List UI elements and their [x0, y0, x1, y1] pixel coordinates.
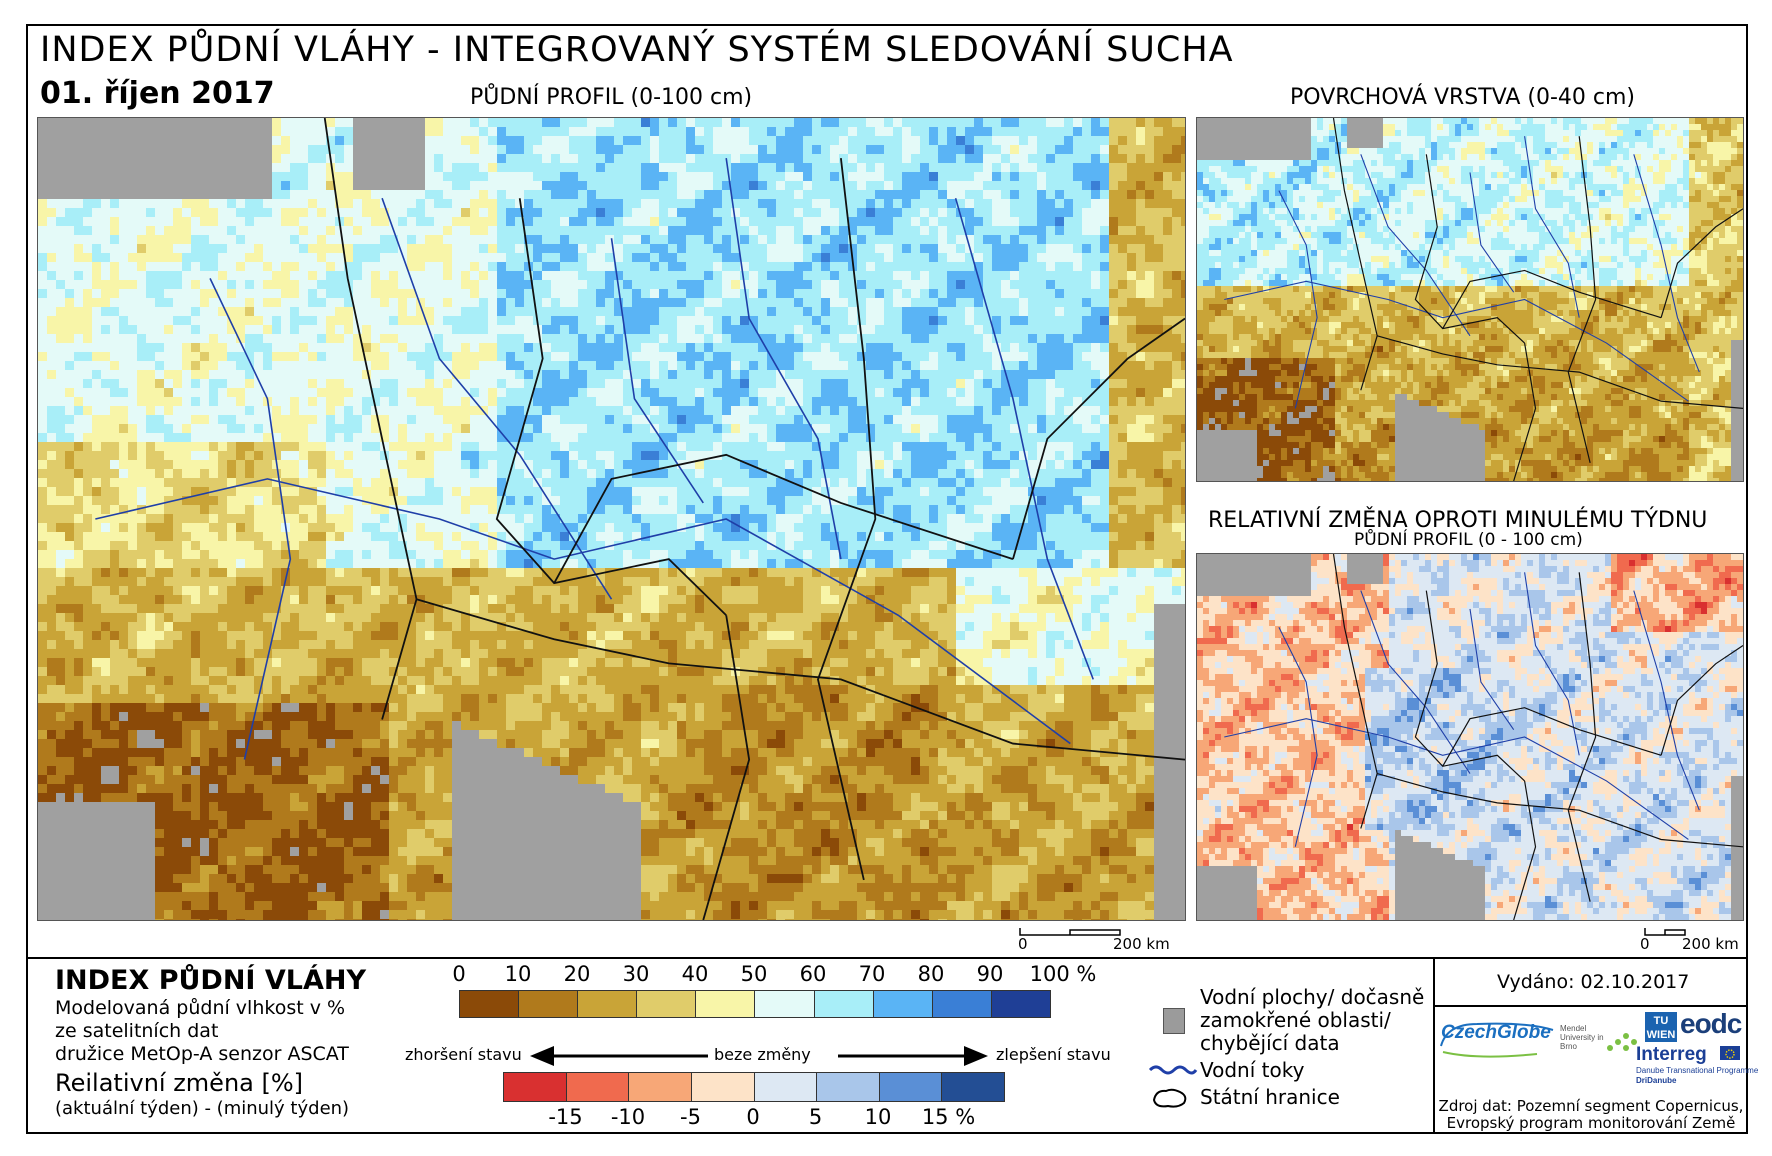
issued-divider: [1433, 1005, 1748, 1007]
change-tick: 5: [809, 1105, 822, 1129]
change-swatch: [754, 1073, 818, 1101]
index-swatch: [755, 991, 815, 1017]
water-label-1: Vodní plochy/ dočasně: [1200, 985, 1424, 1009]
index-swatch: [460, 991, 520, 1017]
worse-label: zhoršení stavu: [405, 1045, 522, 1064]
index-swatch: [637, 991, 697, 1017]
water-label-3: chybějící data: [1200, 1031, 1340, 1055]
index-tick: 90: [977, 962, 1004, 986]
index-tick: 20: [564, 962, 591, 986]
legend-desc-3: družice MetOp-A senzor ASCAT: [55, 1043, 349, 1065]
index-swatch: [696, 991, 756, 1017]
scale-bar: [1019, 928, 1121, 936]
index-swatch: [814, 991, 874, 1017]
change-scale-zero: 0: [1640, 935, 1650, 953]
surface-map-title: POVRCHOVÁ VRSTVA (0-40 cm): [1290, 85, 1635, 110]
czechglobe-swoosh-icon: [1440, 1022, 1554, 1058]
borders-label: Státní hranice: [1200, 1085, 1340, 1109]
index-tick: 10: [505, 962, 532, 986]
mendel-dots-icon: [1607, 1033, 1637, 1051]
info-divider: [1433, 957, 1435, 1134]
change-swatch: [817, 1073, 880, 1101]
legend-desc-1: Modelovaná půdní vlhkost v %: [55, 997, 345, 1019]
index-swatch: [519, 991, 579, 1017]
eodc-logo: eodc: [1680, 1008, 1742, 1040]
index-tick: 60: [800, 962, 827, 986]
change-map-title: RELATIVNÍ ZMĚNA OPROTI MINULÉMU TÝDNU: [1208, 508, 1707, 533]
index-tick: 80: [918, 962, 945, 986]
interreg-logo: Interreg: [1636, 1044, 1707, 1066]
change-scale-bar: [1644, 928, 1686, 936]
change-tick: 10: [865, 1105, 892, 1129]
legend-desc-2: ze satelitních dat: [55, 1020, 218, 1042]
change-swatch: [629, 1073, 692, 1101]
index-tick: 100 %: [1030, 962, 1097, 986]
index-swatch: [873, 991, 933, 1017]
dridanube-label: DriDanube: [1636, 1076, 1676, 1085]
index-swatch: [578, 991, 638, 1017]
change-swatch: [879, 1073, 943, 1101]
interreg-sub: Danube Transnational Programme: [1636, 1066, 1758, 1075]
index-swatch: [932, 991, 992, 1017]
change-swatch: [691, 1073, 755, 1101]
change-scale-label: 200 km: [1682, 935, 1739, 953]
index-colorbar: [459, 990, 1051, 1018]
change-tick: -5: [680, 1105, 701, 1129]
surface-layer-map: [1196, 117, 1744, 482]
worse-arrow: [530, 1046, 708, 1066]
change-tick: -15: [548, 1105, 582, 1129]
soil-profile-map: [37, 117, 1186, 921]
index-tick: 70: [859, 962, 886, 986]
index-swatch: [991, 991, 1050, 1017]
water-swatch: [1163, 1008, 1185, 1034]
scale-label: 200 km: [1113, 935, 1170, 953]
eu-flag-icon: [1720, 1046, 1740, 1060]
change-legend-title: Reilativní změna [%]: [55, 1069, 303, 1097]
change-tick: 15 %: [922, 1105, 975, 1129]
index-tick: 40: [682, 962, 709, 986]
page-title: INDEX PŮDNÍ VLÁHY - INTEGROVANÝ SYSTÉM S…: [40, 30, 1234, 70]
better-label: zlepšení stavu: [996, 1045, 1111, 1064]
change-legend-desc: (aktuální týden) - (minulý týden): [55, 1098, 349, 1119]
index-tick: 0: [452, 962, 465, 986]
legend-divider: [26, 957, 1748, 959]
source-line-2: Evropský program monitorování Země: [1437, 1114, 1745, 1132]
tuwien-logo: TU WIEN: [1645, 1012, 1677, 1042]
water-label-2: zamokřené oblasti/: [1200, 1008, 1391, 1032]
main-map-title: PŮDNÍ PROFIL (0-100 cm): [470, 85, 752, 110]
change-swatch: [942, 1073, 1004, 1101]
czechglobe-logo: CzechGlobe: [1441, 1022, 1551, 1044]
border-symbol-icon: [1152, 1088, 1187, 1108]
index-tick: 50: [741, 962, 768, 986]
river-symbol-icon: [1148, 1065, 1198, 1075]
change-tick: 0: [746, 1105, 759, 1129]
index-tick: 30: [623, 962, 650, 986]
source-line-1: Zdroj dat: Pozemní segment Copernicus,: [1437, 1097, 1745, 1115]
change-colorbar: [503, 1072, 1005, 1102]
legend-title: INDEX PŮDNÍ VLÁHY: [55, 965, 366, 996]
issued-date: Vydáno: 02.10.2017: [1497, 971, 1689, 993]
better-arrow: [838, 1046, 988, 1066]
change-swatch: [566, 1073, 630, 1101]
change-map-subtitle: PŮDNÍ PROFIL (0 - 100 cm): [1354, 530, 1583, 550]
scale-zero: 0: [1018, 935, 1028, 953]
date-label: 01. říjen 2017: [40, 76, 275, 111]
mendel-logo: Mendel University in Brno: [1560, 1024, 1606, 1051]
weekly-change-map: [1196, 553, 1744, 921]
change-tick: -10: [611, 1105, 645, 1129]
rivers-label: Vodní toky: [1200, 1058, 1304, 1082]
change-swatch: [504, 1073, 567, 1101]
nochange-label: beze změny: [714, 1045, 811, 1064]
